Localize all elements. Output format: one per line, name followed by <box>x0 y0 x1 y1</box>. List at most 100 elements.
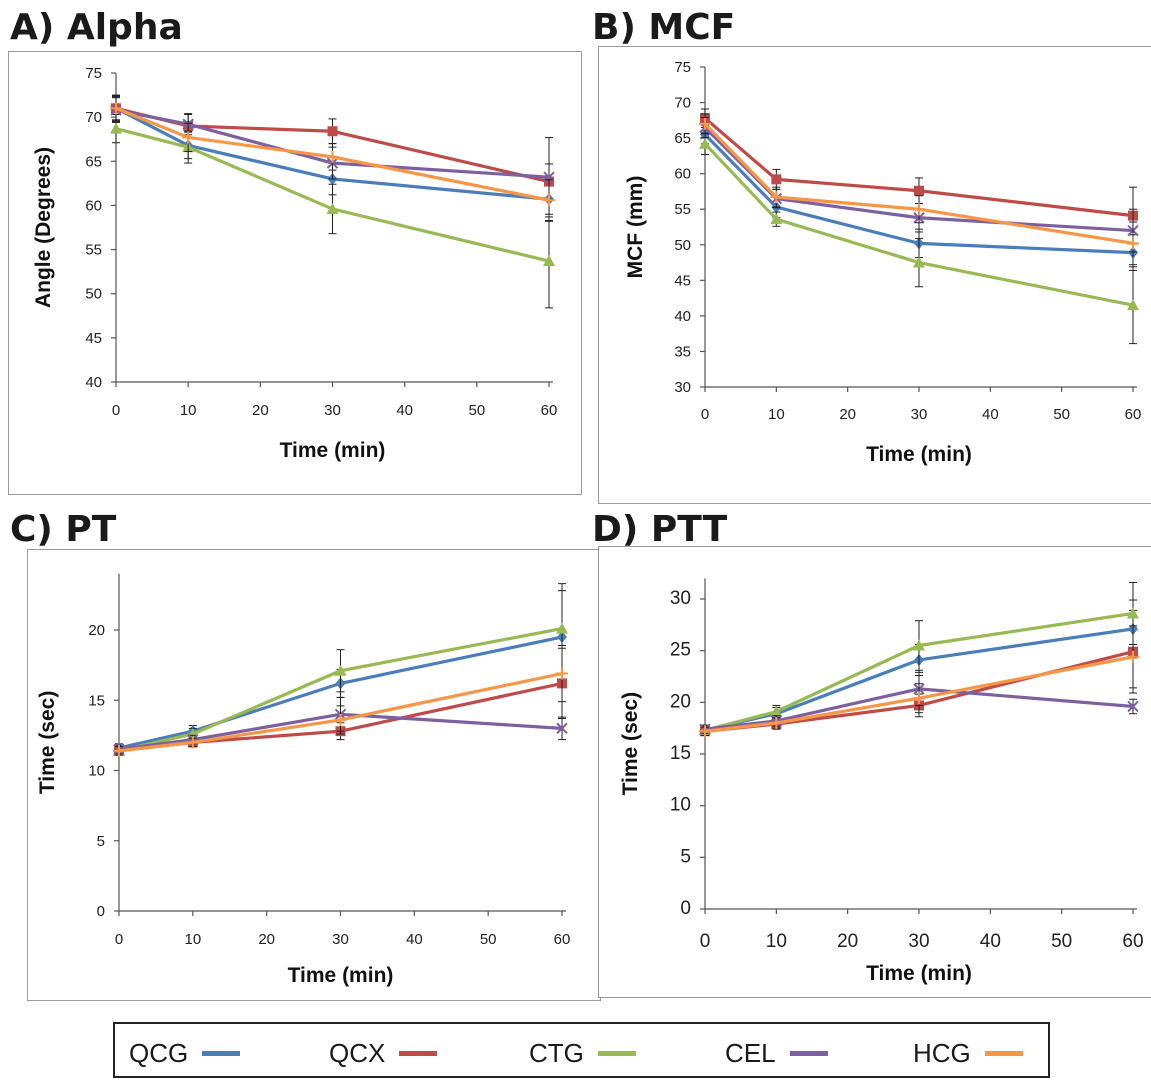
x-tick-label: 30 <box>911 406 928 423</box>
series-line <box>703 126 1134 233</box>
x-tick-label: 10 <box>768 406 785 423</box>
y-tick-label: 20 <box>88 622 105 639</box>
x-tick-label: 0 <box>701 406 709 423</box>
chart-panel-3: 0 5 10 15 20 25 30 0 10 20 30 40 50 60 Time (min) Time … <box>619 578 1144 985</box>
panel-b-frame <box>598 46 1151 504</box>
legend-swatch <box>399 1051 438 1056</box>
panel-a-title: A) Alpha <box>10 7 183 48</box>
x-tick-label: 30 <box>332 931 349 948</box>
x-tick-label: 20 <box>837 931 858 952</box>
data-point-marker <box>110 122 122 134</box>
data-point-marker <box>182 131 195 144</box>
series-line <box>703 142 1134 307</box>
data-point-marker <box>334 664 347 676</box>
series-hcg <box>699 625 1139 738</box>
data-point-marker <box>110 102 122 115</box>
data-point-marker <box>699 137 711 149</box>
legend-label: QCX <box>329 1038 386 1068</box>
data-point-marker <box>770 191 783 204</box>
y-tick-label: 5 <box>97 833 105 850</box>
series-hcg <box>113 644 568 757</box>
legend: QCG QCX CTG CEL HCG <box>113 1022 1050 1078</box>
legend-swatch <box>789 1051 828 1056</box>
data-point-marker <box>914 185 924 196</box>
series-ctg <box>699 581 1139 736</box>
series-line <box>115 106 550 202</box>
y-tick-label: 70 <box>674 95 691 112</box>
y-tick-label: 60 <box>85 197 102 214</box>
data-point-marker <box>326 202 339 214</box>
y-tick-label: 45 <box>85 330 102 347</box>
x-tick-label: 30 <box>324 402 341 419</box>
data-point-marker <box>699 117 711 130</box>
series-line <box>118 712 563 752</box>
panel-d-title: D) PTT <box>592 509 728 550</box>
x-axis-label: Time (min) <box>866 962 972 985</box>
x-tick-label: 40 <box>406 931 423 948</box>
x-tick-label: 20 <box>258 931 275 948</box>
x-tick-label: 40 <box>980 931 1001 952</box>
x-tick-label: 50 <box>1051 931 1072 952</box>
series-line <box>704 611 1134 732</box>
x-tick-label: 0 <box>115 931 123 948</box>
panel-d-frame <box>598 546 1151 998</box>
data-point-marker <box>326 150 339 163</box>
series-line <box>118 627 563 753</box>
series-line <box>118 635 563 750</box>
legend-swatch <box>597 1051 636 1056</box>
y-axis-label: Angle (Degrees) <box>32 147 55 308</box>
x-tick-label: 10 <box>180 402 197 419</box>
data-point-marker <box>770 213 783 225</box>
series-line <box>118 671 563 753</box>
data-point-marker <box>334 713 347 726</box>
y-tick-label: 35 <box>674 343 691 360</box>
y-tick-label: 20 <box>670 691 691 712</box>
panel-a-frame <box>8 51 582 495</box>
series-line <box>703 133 1134 255</box>
legend-item-qcx: QCX <box>329 1038 438 1069</box>
x-tick-label: 30 <box>908 931 929 952</box>
y-axis-label: MCF (mm) <box>624 176 647 279</box>
data-point-marker <box>913 203 925 216</box>
x-tick-label: 40 <box>396 402 413 419</box>
series-line <box>704 655 1134 733</box>
data-point-marker <box>1127 650 1139 663</box>
chart-panel-1: 30 35 40 45 50 55 60 65 70 75 0 10 20 30 40 50 60 Time (m… <box>624 59 1141 466</box>
y-tick-label: 55 <box>85 242 102 259</box>
y-tick-label: 55 <box>674 201 691 218</box>
data-point-marker <box>543 255 555 267</box>
x-tick-label: 0 <box>700 931 711 952</box>
legend-item-cel: CEL <box>725 1038 828 1069</box>
x-tick-label: 50 <box>480 931 497 948</box>
y-axis-label: Time (sec) <box>619 692 642 796</box>
y-tick-label: 65 <box>674 130 691 147</box>
series-line <box>115 106 550 201</box>
series-ctg <box>110 113 555 309</box>
legend-label: CEL <box>725 1038 776 1068</box>
series-line <box>115 127 550 263</box>
y-tick-label: 25 <box>670 640 691 661</box>
panel-b-title: B) MCF <box>592 7 736 48</box>
series-ctg <box>699 132 1139 345</box>
y-tick-label: 5 <box>680 846 691 867</box>
data-point-marker <box>556 722 568 735</box>
data-point-marker <box>1127 607 1139 619</box>
x-tick-label: 0 <box>112 402 120 419</box>
x-tick-label: 10 <box>766 931 787 952</box>
legend-item-hcg: HCG <box>913 1038 1023 1069</box>
x-tick-label: 50 <box>468 402 485 419</box>
series-hcg <box>110 94 555 221</box>
y-tick-label: 30 <box>670 588 691 609</box>
legend-label: CTG <box>529 1038 584 1068</box>
data-point-marker <box>1127 700 1139 713</box>
y-tick-label: 50 <box>674 237 691 254</box>
data-point-marker <box>770 717 783 729</box>
legend-item-ctg: CTG <box>529 1038 636 1069</box>
y-tick-label: 40 <box>85 374 102 391</box>
y-tick-label: 60 <box>674 166 691 183</box>
x-axis-label: Time (min) <box>280 439 386 462</box>
x-tick-label: 60 <box>1125 406 1142 423</box>
x-axis-label: Time (min) <box>288 964 394 987</box>
series-hcg <box>699 113 1139 266</box>
series-line <box>703 122 1134 245</box>
